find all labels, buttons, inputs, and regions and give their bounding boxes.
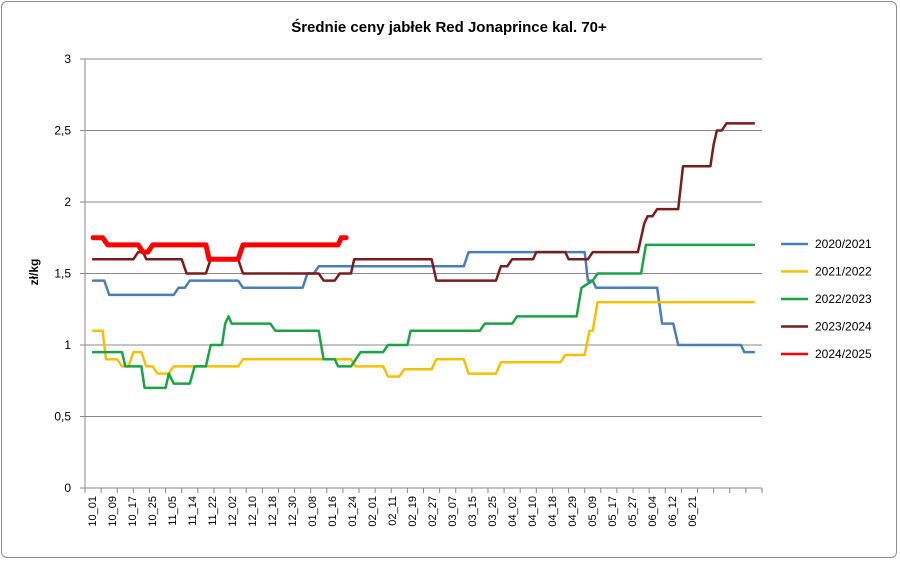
y-tick-label: 2,5 bbox=[54, 124, 71, 138]
x-tick-label: 02_19 bbox=[407, 496, 419, 527]
x-tick-label: 04_18 bbox=[547, 496, 559, 527]
y-tick-label: 1 bbox=[64, 338, 71, 352]
x-tick-label: 06_12 bbox=[667, 496, 679, 527]
legend-label-2024-2025: 2024/2025 bbox=[815, 347, 872, 361]
x-tick-label: 03_25 bbox=[487, 496, 499, 527]
x-tick-label: 05_17 bbox=[607, 496, 619, 527]
x-tick-label: 04_29 bbox=[567, 496, 579, 527]
series-line-2021-2022 bbox=[91, 300, 756, 378]
x-tick-label: 10_17 bbox=[127, 496, 139, 527]
y-axis-label: zł/kg bbox=[27, 259, 41, 286]
y-tick-label: 0 bbox=[64, 481, 71, 495]
x-tick-label: 01_08 bbox=[307, 496, 319, 527]
x-tick-label: 02_11 bbox=[387, 496, 399, 526]
y-tick-label: 2 bbox=[64, 195, 71, 209]
series-line-2020-2021 bbox=[91, 250, 756, 354]
x-tick-labels: 10_01 10_09 10_17 10_25 11_05 11_14 11_22 12_02… bbox=[87, 496, 699, 527]
x-tick-label: 06_04 bbox=[647, 496, 659, 527]
x-tick-label: 12_30 bbox=[287, 496, 299, 527]
y-tick-label: 0,5 bbox=[54, 410, 71, 424]
x-tick-label: 05_09 bbox=[587, 496, 599, 527]
x-tick-label: 11_22 bbox=[207, 496, 219, 526]
x-tick-label: 11_14 bbox=[187, 496, 199, 526]
x-tick-label: 10_01 bbox=[87, 496, 99, 527]
x-tick-label: 02_27 bbox=[427, 496, 439, 527]
series-line-2022-2023 bbox=[91, 243, 756, 390]
grid-lines bbox=[80, 58, 763, 493]
chart-title: Średnie ceny jabłek Red Jonaprince kal. … bbox=[291, 18, 607, 36]
legend-label-2021-2022: 2021/2022 bbox=[815, 265, 872, 279]
x-tick-label: 02_01 bbox=[367, 496, 379, 527]
x-tick-label: 04_02 bbox=[507, 496, 519, 527]
x-tick-label: 06_21 bbox=[687, 496, 699, 527]
y-tick-label: 3 bbox=[64, 52, 71, 66]
x-tick-label: 04_10 bbox=[527, 496, 539, 527]
y-tick-labels: 0 0,5 1 1,5 2 2,5 3 bbox=[54, 52, 71, 495]
x-tick-label: 01_16 bbox=[327, 496, 339, 527]
x-tick-label: 12_02 bbox=[227, 496, 239, 527]
x-tick-label: 10_25 bbox=[147, 496, 159, 527]
x-tick-label: 11_05 bbox=[167, 496, 179, 526]
series-lines bbox=[90, 122, 756, 390]
legend-label-2022-2023: 2022/2023 bbox=[815, 292, 872, 306]
x-tick-label: 01_24 bbox=[347, 496, 359, 527]
x-tick-label: 03_07 bbox=[447, 496, 459, 527]
x-tick-label: 10_09 bbox=[107, 496, 119, 527]
x-tick-label: 03_15 bbox=[467, 496, 479, 527]
x-tick-label: 05_27 bbox=[627, 496, 639, 527]
y-tick-label: 1,5 bbox=[54, 267, 71, 281]
legend-label-2020-2021: 2020/2021 bbox=[815, 237, 872, 251]
series-line-2023-2024 bbox=[91, 122, 756, 282]
series-line-2024-2025 bbox=[90, 235, 349, 262]
legend-label-2023-2024: 2023/2024 bbox=[815, 320, 872, 334]
x-tick-label: 12_18 bbox=[267, 496, 279, 527]
x-tick-label: 12_10 bbox=[247, 496, 259, 527]
legend: 2020/2021 2021/2022 2022/2023 2023/2024 2024… bbox=[781, 237, 872, 361]
